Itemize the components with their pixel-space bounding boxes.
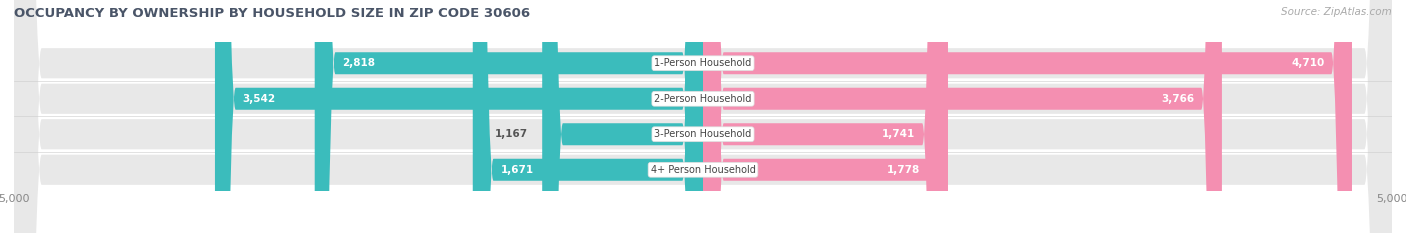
FancyBboxPatch shape bbox=[14, 0, 1392, 233]
FancyBboxPatch shape bbox=[14, 0, 1392, 233]
FancyBboxPatch shape bbox=[14, 0, 1392, 233]
Text: 2,818: 2,818 bbox=[342, 58, 375, 68]
Text: 1,778: 1,778 bbox=[887, 165, 921, 175]
Text: OCCUPANCY BY OWNERSHIP BY HOUSEHOLD SIZE IN ZIP CODE 30606: OCCUPANCY BY OWNERSHIP BY HOUSEHOLD SIZE… bbox=[14, 7, 530, 20]
Text: 3,542: 3,542 bbox=[242, 94, 276, 104]
FancyBboxPatch shape bbox=[703, 0, 1353, 233]
Text: 3,766: 3,766 bbox=[1161, 94, 1194, 104]
FancyBboxPatch shape bbox=[14, 0, 1392, 233]
FancyBboxPatch shape bbox=[703, 0, 948, 233]
FancyBboxPatch shape bbox=[215, 0, 703, 233]
FancyBboxPatch shape bbox=[472, 0, 703, 233]
Text: 1-Person Household: 1-Person Household bbox=[654, 58, 752, 68]
Text: 1,671: 1,671 bbox=[501, 165, 533, 175]
FancyBboxPatch shape bbox=[543, 0, 703, 233]
Text: Source: ZipAtlas.com: Source: ZipAtlas.com bbox=[1281, 7, 1392, 17]
Text: 2-Person Household: 2-Person Household bbox=[654, 94, 752, 104]
Text: 3-Person Household: 3-Person Household bbox=[654, 129, 752, 139]
Text: 1,167: 1,167 bbox=[495, 129, 529, 139]
Text: 1,741: 1,741 bbox=[882, 129, 915, 139]
Text: 4+ Person Household: 4+ Person Household bbox=[651, 165, 755, 175]
FancyBboxPatch shape bbox=[703, 0, 1222, 233]
FancyBboxPatch shape bbox=[315, 0, 703, 233]
Text: 4,710: 4,710 bbox=[1291, 58, 1324, 68]
FancyBboxPatch shape bbox=[703, 0, 943, 233]
